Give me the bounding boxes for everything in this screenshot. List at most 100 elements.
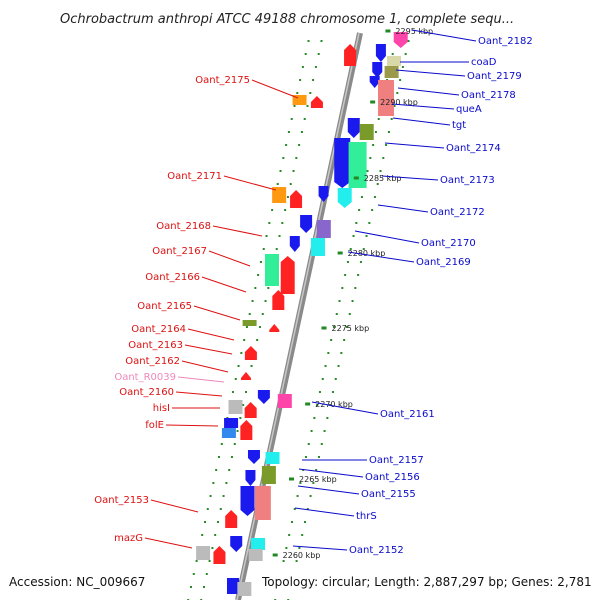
scale-tick-mark [321, 326, 327, 330]
gene-label-reverse[interactable]: Oant_2175 [195, 75, 250, 86]
guide-dot [212, 482, 215, 484]
guide-dot [285, 547, 288, 549]
gene-label-reverse[interactable]: folE [145, 420, 164, 431]
gene-label-forward[interactable]: tgt [452, 120, 466, 131]
guide-dot [314, 66, 317, 68]
guide-dot [300, 131, 303, 133]
label-leader-reverse [150, 499, 199, 513]
guide-dot [317, 456, 320, 458]
guide-dot [290, 118, 293, 120]
guide-dot [354, 287, 357, 289]
guide-dot [309, 495, 312, 497]
scale-tick-label: 2290 kbp [380, 98, 418, 107]
gene-label-reverse[interactable]: Oant_2164 [131, 324, 186, 335]
guide-dot [214, 534, 217, 536]
guide-dot [234, 378, 237, 380]
gene-features [196, 32, 408, 596]
guide-dot [267, 287, 270, 289]
guide-dot [352, 235, 355, 237]
guide-dot [268, 222, 271, 224]
label-leader-forward [384, 142, 445, 149]
gene-arrow-forward [240, 486, 255, 516]
gene-arrow-reverse [344, 44, 357, 66]
guide-dot [243, 339, 246, 341]
gene-label-reverse[interactable]: Oant_2165 [137, 301, 192, 312]
label-leader-forward [298, 468, 364, 478]
gene-label-reverse[interactable]: Oant_2160 [119, 387, 174, 398]
gene-arrow-reverse [213, 546, 226, 564]
gene-label-forward[interactable]: Oant_2155 [361, 489, 416, 500]
guide-dot [365, 235, 368, 237]
gene-box [228, 400, 243, 414]
gene-label-reverse[interactable]: Oant_2167 [152, 246, 207, 257]
gene-label-forward[interactable]: Oant_2157 [369, 455, 424, 466]
guide-dot [377, 118, 380, 120]
guide-dot [295, 157, 298, 159]
label-leader-forward [297, 485, 360, 495]
gene-label-forward[interactable]: Oant_2173 [440, 175, 495, 186]
label-leader-reverse [193, 305, 241, 321]
gene-label-reverse[interactable]: Oant_2153 [94, 495, 149, 506]
gene-label-forward[interactable]: Oant_2182 [478, 36, 533, 47]
gene-box [226, 578, 239, 594]
gene-arrow-reverse [280, 256, 295, 294]
guide-dot [276, 183, 279, 185]
guide-dot [318, 391, 321, 393]
gene-label-reverse[interactable]: Oant_2166 [145, 272, 200, 283]
gene-label-forward[interactable]: Oant_2161 [380, 409, 435, 420]
gene-box [348, 142, 367, 188]
guide-dot [216, 521, 219, 523]
guide-dot [282, 157, 285, 159]
gene-label-reverse[interactable]: Oant_2162 [125, 356, 180, 367]
gene-label-forward[interactable]: Oant_2174 [446, 143, 501, 154]
rna-label[interactable]: Oant_R0039 [114, 372, 176, 383]
guide-dot [265, 235, 268, 237]
label-leader-forward [292, 545, 348, 551]
gene-arrow-reverse [290, 190, 303, 208]
footer-backing-left [4, 570, 150, 592]
label-leader-forward [395, 69, 466, 77]
guide-dot [236, 430, 239, 432]
guide-dot [250, 365, 253, 367]
gene-label-forward[interactable]: Oant_2170 [421, 238, 476, 249]
label-leader-reverse [144, 537, 193, 549]
guide-dot [404, 53, 407, 55]
guide-dot [230, 456, 233, 458]
gene-label-forward[interactable]: Oant_2156 [365, 472, 420, 483]
gene-label-reverse[interactable]: Oant_2171 [167, 171, 222, 182]
guide-dot [245, 326, 248, 328]
guide-dot [332, 326, 335, 328]
guide-dot [313, 417, 316, 419]
gene-label-forward[interactable]: Oant_2152 [349, 545, 404, 556]
gene-label-forward[interactable]: Oant_2179 [467, 71, 522, 82]
guide-dot [312, 482, 315, 484]
guide-dot [220, 443, 223, 445]
gene-arrow-reverse [240, 420, 253, 440]
gene-arrow-forward [247, 450, 260, 464]
gene-label-reverse[interactable]: Oant_2163 [128, 340, 183, 351]
guide-dot [242, 404, 245, 406]
guide-dot [382, 157, 385, 159]
gene-label-forward[interactable]: queA [456, 104, 482, 115]
gene-label-forward[interactable]: coaD [471, 57, 497, 68]
guide-dot [396, 92, 399, 94]
gene-label-forward[interactable]: Oant_2172 [430, 207, 485, 218]
gene-label-reverse[interactable]: mazG [114, 533, 143, 544]
guide-dot [295, 560, 298, 562]
guide-dot [298, 144, 301, 146]
gene-label-reverse[interactable]: Oant_2168 [156, 221, 211, 232]
guide-dot [387, 131, 390, 133]
gene-label-forward[interactable]: Oant_2178 [461, 90, 516, 101]
guide-dot [292, 170, 295, 172]
gene-arrow-forward [257, 390, 270, 404]
gene-label-forward[interactable]: thrS [356, 511, 377, 522]
guide-dot [258, 326, 261, 328]
label-leader-forward [294, 507, 355, 517]
scale-tick-mark [370, 100, 376, 104]
gene-label-forward[interactable]: Oant_2169 [416, 257, 471, 268]
guide-dot [282, 560, 285, 562]
guide-dot [372, 144, 375, 146]
gene-label-reverse[interactable]: hisI [153, 403, 170, 414]
gene-arrow-forward [300, 215, 313, 233]
guide-dot [244, 391, 247, 393]
